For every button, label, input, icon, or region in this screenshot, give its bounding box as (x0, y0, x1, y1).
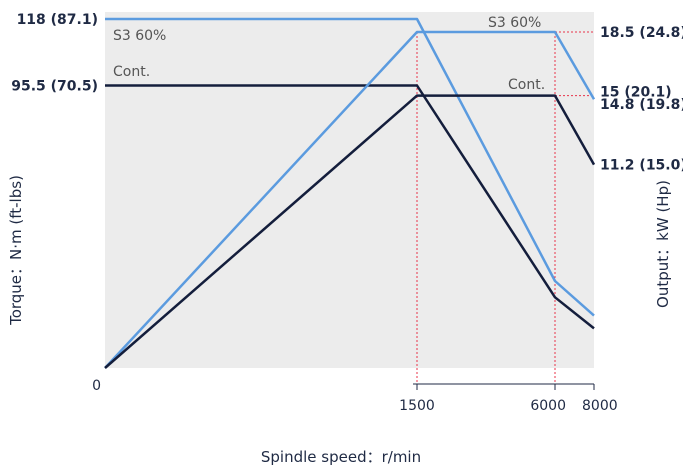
right-axis-ticks: 18.5 (24.8) 15 (20.1)14.8 (19.8) 11.2 (15.… (600, 25, 683, 174)
plot-background (105, 12, 594, 368)
x-tick-label: 0 (92, 378, 101, 394)
right-tick-label: 11.2 (15.0) (600, 158, 683, 174)
left-axis-ticks: 118 (87.1) 95.5 (70.5) (11, 12, 98, 95)
x-tick-label: 8000 (582, 398, 618, 414)
annotation-torque-cont: Cont. (113, 64, 150, 80)
series-line-output-s3-60 (104, 30, 596, 369)
x-tick-label: 6000 (530, 398, 566, 414)
reference-lines (416, 31, 594, 384)
right-tick-label: 18.5 (24.8) (600, 25, 683, 41)
series-line-torque-cont (105, 84, 595, 330)
left-tick-label: 95.5 (70.5) (11, 79, 98, 95)
x-axis-label: Spindle speed：r/min (261, 448, 421, 466)
annotation-output-s3: S3 60% (488, 15, 541, 31)
annotation-torque-s3: S3 60% (113, 28, 166, 44)
left-tick-label: 118 (87.1) (17, 12, 98, 28)
x-tick-label: 1500 (399, 398, 435, 414)
annotation-output-cont: Cont. (508, 77, 545, 93)
x-axis-ticks: 0 1500 6000 8000 (92, 378, 618, 414)
series-line-torque-s3-60 (105, 17, 595, 317)
right-tick-label: 15 (20.1) (600, 85, 672, 101)
series-line-output-cont (104, 94, 596, 369)
series-lines (104, 17, 596, 369)
y-axis-left-label: Torque：N·m (ft-lbs) (7, 175, 25, 326)
right-tick-label: 14.8 (19.8) (600, 97, 683, 113)
y-axis-right-label: Output：kW (Hp) (654, 180, 672, 308)
